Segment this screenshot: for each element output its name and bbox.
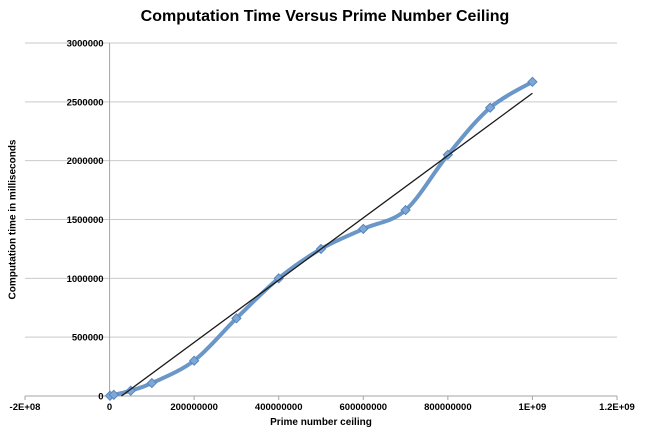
x-tick-label: 0	[107, 402, 112, 413]
y-tick-label: 0	[98, 392, 103, 403]
data-point-marker	[273, 273, 284, 284]
data-point-marker	[188, 355, 200, 366]
y-tick-label: 2000000	[67, 156, 104, 167]
y-axis-title: Computation time in milliseconds	[7, 139, 19, 300]
data-point-marker	[231, 313, 242, 324]
data-point-marker	[484, 102, 496, 113]
y-tick-label: 3000000	[67, 39, 104, 50]
data-point-marker	[146, 377, 158, 389]
x-tick-label: 800000000	[424, 402, 472, 413]
x-tick-label: 600000000	[340, 402, 388, 413]
data-point-marker	[527, 76, 538, 88]
x-tick-label: -2E+08	[10, 402, 41, 413]
data-point-marker	[108, 389, 120, 401]
data-point-marker	[125, 385, 136, 396]
x-tick-label: 1.2E+09	[599, 402, 635, 413]
chart-title: Computation Time Versus Prime Number Cei…	[140, 8, 510, 25]
x-tick-label: 400000000	[255, 402, 303, 413]
x-tick-label: 1E+09	[519, 402, 547, 413]
trendline	[121, 92, 533, 397]
x-tick-label: 200000000	[170, 402, 218, 413]
x-axis-title: Prime number ceiling	[270, 417, 372, 428]
y-tick-label: 1000000	[67, 274, 104, 285]
y-tick-label: 500000	[72, 333, 104, 344]
data-point-marker	[358, 223, 369, 235]
series-line-computation-time	[107, 79, 535, 398]
data-point-marker	[400, 204, 411, 216]
y-tick-label: 2500000	[67, 97, 104, 108]
y-tick-label: 1500000	[67, 215, 104, 226]
